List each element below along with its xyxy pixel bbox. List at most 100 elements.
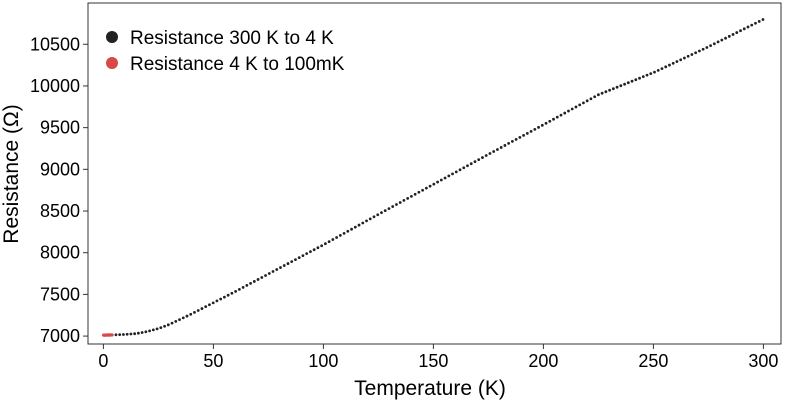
y-tick-label: 10000: [30, 76, 80, 96]
legend-label-resistance-4k-100mk: Resistance 4 K to 100mK: [130, 54, 345, 75]
data-point: [742, 27, 746, 31]
y-axis-ticks: 7000 7500 8000 8500 9000 9500 10000 10500: [30, 34, 88, 346]
data-point: [649, 72, 653, 76]
data-point: [338, 234, 342, 237]
data-point: [679, 58, 683, 62]
data-point: [323, 242, 327, 246]
data-point: [350, 227, 353, 231]
data-point: [342, 231, 346, 235]
data-point: [432, 182, 436, 186]
data-point: [443, 176, 447, 180]
data-point: [439, 178, 443, 182]
data-point: [193, 311, 196, 314]
data-point: [630, 79, 634, 83]
data-point: [380, 211, 383, 215]
data-point: [510, 140, 514, 143]
data-point: [600, 91, 604, 95]
data-point: [361, 221, 365, 225]
data-point: [151, 328, 155, 332]
data-point: [383, 209, 387, 213]
data-point: [140, 331, 144, 334]
data-point: [488, 152, 492, 155]
data-point: [368, 217, 372, 221]
data-point: [739, 29, 742, 33]
data-point: [757, 19, 761, 23]
data-point: [215, 299, 219, 303]
data-point: [451, 172, 454, 176]
data-point: [118, 333, 122, 337]
data-point: [585, 99, 589, 103]
data-point: [619, 84, 623, 88]
data-point: [454, 170, 458, 174]
data-point: [189, 312, 193, 316]
data-point: [727, 34, 731, 38]
data-point: [122, 333, 125, 336]
data-point: [705, 46, 709, 49]
data-layer: [102, 18, 765, 337]
data-point: [540, 123, 544, 127]
data-point: [309, 250, 312, 254]
data-point: [110, 333, 114, 337]
data-point: [593, 95, 597, 99]
data-point: [503, 144, 507, 147]
data-point: [683, 56, 686, 60]
data-point: [754, 21, 757, 25]
x-tick-label: 50: [203, 351, 223, 371]
x-tick-label: 200: [528, 351, 558, 371]
data-point: [481, 156, 484, 159]
data-point: [724, 36, 727, 40]
data-point: [166, 323, 170, 327]
data-point: [357, 223, 361, 227]
x-tick-label: 300: [748, 351, 778, 371]
data-point: [159, 326, 163, 330]
data-point: [686, 54, 690, 58]
data-point: [735, 31, 739, 34]
data-point: [623, 82, 626, 86]
data-point: [589, 97, 593, 101]
data-point: [129, 332, 133, 336]
y-tick-label: 9000: [40, 159, 80, 179]
data-point: [746, 25, 750, 29]
data-point: [656, 68, 660, 72]
data-point: [507, 142, 511, 145]
data-point: [458, 168, 462, 172]
data-point: [133, 332, 137, 336]
data-point: [372, 215, 376, 219]
data-point: [712, 42, 716, 46]
data-point: [671, 61, 675, 65]
series-4k-100mk: [102, 333, 114, 337]
data-point: [271, 270, 275, 273]
data-point: [701, 47, 705, 51]
data-point: [626, 81, 630, 85]
data-point: [417, 190, 421, 194]
data-point: [473, 160, 477, 164]
data-point: [761, 18, 765, 21]
data-point: [578, 103, 582, 107]
y-tick-label: 7500: [40, 284, 80, 304]
data-point: [155, 327, 159, 331]
data-point: [211, 301, 215, 305]
data-point: [608, 88, 612, 92]
x-axis-label: Temperature (K): [354, 377, 506, 400]
data-point: [447, 174, 451, 178]
data-point: [574, 105, 578, 109]
data-point: [144, 330, 148, 334]
data-point: [537, 125, 540, 129]
data-point: [252, 280, 256, 283]
data-point: [406, 196, 410, 200]
data-point: [226, 293, 230, 297]
data-point: [174, 319, 178, 323]
data-point: [230, 291, 234, 295]
data-point: [353, 225, 357, 229]
data-point: [436, 180, 439, 184]
data-point: [716, 40, 720, 44]
data-point: [387, 207, 391, 210]
data-point: [522, 133, 525, 137]
data-point: [260, 276, 264, 279]
data-point: [178, 318, 181, 322]
data-point: [525, 131, 529, 135]
data-point: [570, 107, 574, 111]
data-point: [395, 203, 398, 206]
data-point: [492, 150, 496, 153]
data-point: [634, 78, 638, 82]
